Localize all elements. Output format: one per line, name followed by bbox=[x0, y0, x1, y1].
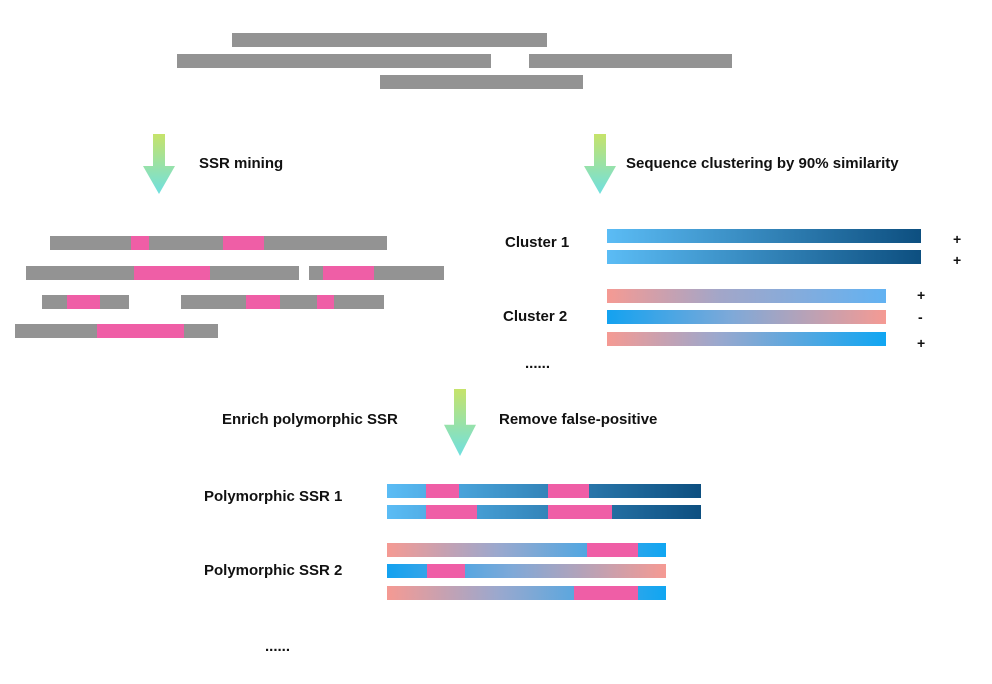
ssr-motif bbox=[67, 295, 100, 309]
raw-read bbox=[380, 75, 583, 89]
ssr-motif bbox=[223, 236, 264, 250]
poly-ssr-2-sequence bbox=[387, 564, 666, 578]
ssr-motif bbox=[323, 266, 374, 280]
mined-read bbox=[26, 266, 299, 280]
cluster-2-sequence bbox=[607, 310, 886, 324]
mined-read bbox=[42, 295, 129, 309]
down-arrow-icon bbox=[444, 389, 476, 456]
strand-sign: + bbox=[953, 252, 962, 268]
ssr-motif bbox=[548, 505, 612, 519]
cluster-1-label: Cluster 1 bbox=[505, 234, 570, 251]
clustering-label: Sequence clustering by 90% similarity bbox=[626, 155, 899, 172]
poly-ssr-1-label: Polymorphic SSR 1 bbox=[204, 488, 343, 505]
poly-ssr-2-label: Polymorphic SSR 2 bbox=[204, 562, 343, 579]
strand-sign: + bbox=[917, 335, 926, 351]
strand-sign: + bbox=[917, 287, 926, 303]
ssr-mining-label: SSR mining bbox=[199, 155, 284, 172]
enrich-label: Enrich polymorphic SSR bbox=[222, 411, 398, 428]
mined-read bbox=[309, 266, 444, 280]
cluster-2-sequence bbox=[607, 332, 886, 346]
strand-sign: + bbox=[953, 231, 962, 247]
down-arrow-icon bbox=[584, 134, 616, 194]
strand-sign: - bbox=[918, 309, 923, 325]
poly-ssr-2-sequence bbox=[387, 586, 666, 600]
mined-read bbox=[50, 236, 387, 250]
ellipsis: ...... bbox=[265, 638, 291, 655]
remove-label: Remove false-positive bbox=[499, 411, 658, 428]
poly-ssr-2-sequence bbox=[387, 543, 666, 557]
poly-ssr-1-sequence bbox=[387, 505, 701, 519]
mined-read bbox=[15, 324, 218, 338]
ssr-motif bbox=[574, 586, 638, 600]
ssr-motif bbox=[426, 484, 459, 498]
raw-read bbox=[177, 54, 491, 68]
ssr-motif bbox=[587, 543, 638, 557]
raw-read bbox=[529, 54, 732, 68]
poly-ssr-1-sequence bbox=[387, 484, 701, 498]
ssr-motif bbox=[548, 484, 589, 498]
ssr-motif bbox=[97, 324, 184, 338]
ssr-motif bbox=[426, 505, 477, 519]
cluster-1-sequence bbox=[607, 229, 921, 243]
mined-read bbox=[181, 295, 384, 309]
cluster-1-sequence bbox=[607, 250, 921, 264]
cluster-2-label: Cluster 2 bbox=[503, 308, 568, 325]
ellipsis: ...... bbox=[525, 355, 551, 372]
ssr-motif bbox=[134, 266, 210, 280]
down-arrow-icon bbox=[143, 134, 175, 194]
ssr-motif bbox=[427, 564, 465, 578]
ssr-motif bbox=[246, 295, 280, 309]
ssr-motif bbox=[131, 236, 149, 250]
ssr-motif bbox=[317, 295, 334, 309]
raw-read bbox=[232, 33, 547, 47]
cluster-2-sequence bbox=[607, 289, 886, 303]
